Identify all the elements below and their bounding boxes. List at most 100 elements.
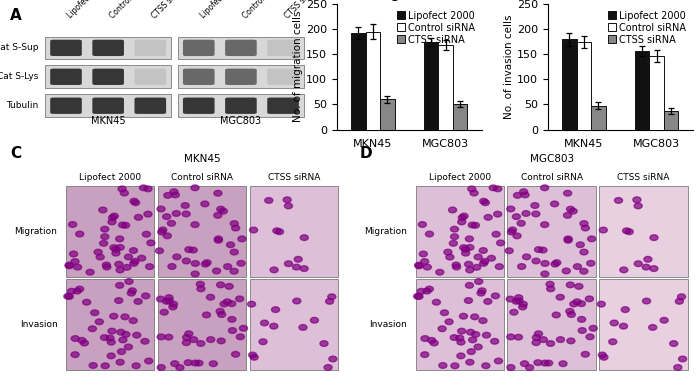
Circle shape — [170, 189, 178, 194]
Text: C: C — [10, 147, 22, 161]
Text: Lipofect 2000: Lipofect 2000 — [429, 172, 491, 182]
Circle shape — [116, 244, 124, 250]
Circle shape — [89, 363, 97, 368]
Circle shape — [142, 231, 150, 237]
Circle shape — [589, 325, 597, 331]
Circle shape — [633, 197, 641, 203]
Circle shape — [522, 211, 530, 216]
Circle shape — [112, 250, 120, 256]
FancyBboxPatch shape — [250, 279, 338, 370]
Circle shape — [74, 264, 82, 270]
Circle shape — [159, 227, 167, 233]
Circle shape — [225, 283, 233, 289]
Circle shape — [467, 349, 475, 355]
Circle shape — [581, 352, 589, 357]
Circle shape — [521, 192, 529, 198]
Text: Lipofect 2000: Lipofect 2000 — [79, 172, 141, 182]
Circle shape — [171, 361, 178, 367]
Circle shape — [228, 301, 236, 306]
Text: Lipofect 2000: Lipofect 2000 — [66, 0, 109, 20]
Circle shape — [228, 328, 237, 333]
Circle shape — [260, 320, 269, 326]
Circle shape — [91, 310, 99, 316]
Circle shape — [650, 235, 658, 241]
Circle shape — [223, 264, 232, 270]
Circle shape — [575, 283, 583, 289]
Circle shape — [232, 352, 239, 357]
Circle shape — [230, 221, 238, 226]
Circle shape — [164, 334, 173, 340]
Circle shape — [329, 356, 337, 362]
Circle shape — [421, 336, 429, 341]
Circle shape — [466, 244, 474, 250]
Circle shape — [477, 290, 485, 296]
Circle shape — [284, 203, 293, 209]
Circle shape — [452, 262, 460, 268]
Circle shape — [96, 254, 104, 260]
FancyBboxPatch shape — [50, 69, 82, 85]
FancyBboxPatch shape — [45, 65, 172, 88]
Circle shape — [270, 267, 278, 273]
Circle shape — [214, 191, 222, 196]
Circle shape — [310, 317, 319, 323]
Circle shape — [162, 298, 171, 304]
Title: Invasion: Invasion — [589, 0, 652, 1]
Circle shape — [101, 234, 108, 239]
Circle shape — [293, 264, 300, 270]
Bar — [577, 42, 592, 130]
Circle shape — [112, 246, 120, 252]
Circle shape — [249, 227, 258, 233]
Circle shape — [512, 214, 521, 219]
Circle shape — [284, 261, 293, 266]
Circle shape — [480, 261, 488, 266]
Circle shape — [545, 360, 553, 366]
Circle shape — [99, 207, 107, 213]
Circle shape — [203, 260, 211, 266]
Circle shape — [125, 254, 132, 260]
Circle shape — [232, 225, 239, 231]
Circle shape — [491, 293, 500, 299]
Circle shape — [466, 236, 473, 242]
Circle shape — [118, 222, 127, 228]
Circle shape — [299, 325, 307, 330]
Circle shape — [157, 206, 165, 212]
Circle shape — [110, 213, 118, 219]
Circle shape — [514, 295, 523, 300]
Circle shape — [110, 245, 118, 251]
Circle shape — [465, 261, 472, 267]
Circle shape — [272, 307, 279, 313]
Circle shape — [514, 334, 522, 340]
Circle shape — [164, 192, 172, 198]
Circle shape — [539, 247, 547, 253]
Circle shape — [445, 319, 453, 325]
Circle shape — [122, 223, 130, 228]
Circle shape — [220, 301, 228, 307]
Circle shape — [294, 256, 302, 262]
FancyBboxPatch shape — [267, 69, 299, 85]
Circle shape — [451, 226, 458, 232]
Circle shape — [564, 191, 572, 196]
Circle shape — [551, 261, 559, 267]
Circle shape — [230, 268, 238, 274]
Circle shape — [547, 341, 554, 346]
Circle shape — [450, 335, 459, 340]
Circle shape — [424, 264, 431, 270]
Circle shape — [625, 229, 634, 234]
Circle shape — [678, 356, 687, 362]
FancyBboxPatch shape — [45, 37, 172, 59]
Circle shape — [580, 249, 588, 255]
Circle shape — [206, 295, 215, 300]
Circle shape — [223, 299, 231, 305]
Circle shape — [552, 312, 560, 318]
Circle shape — [144, 186, 152, 192]
Bar — [650, 56, 664, 130]
Circle shape — [196, 281, 204, 287]
Bar — [365, 32, 380, 130]
FancyBboxPatch shape — [416, 279, 504, 370]
Circle shape — [449, 207, 456, 213]
Circle shape — [526, 365, 533, 370]
Y-axis label: No. of migration cells: No. of migration cells — [293, 11, 303, 122]
Circle shape — [182, 258, 190, 264]
Circle shape — [644, 256, 652, 262]
Circle shape — [191, 360, 200, 366]
